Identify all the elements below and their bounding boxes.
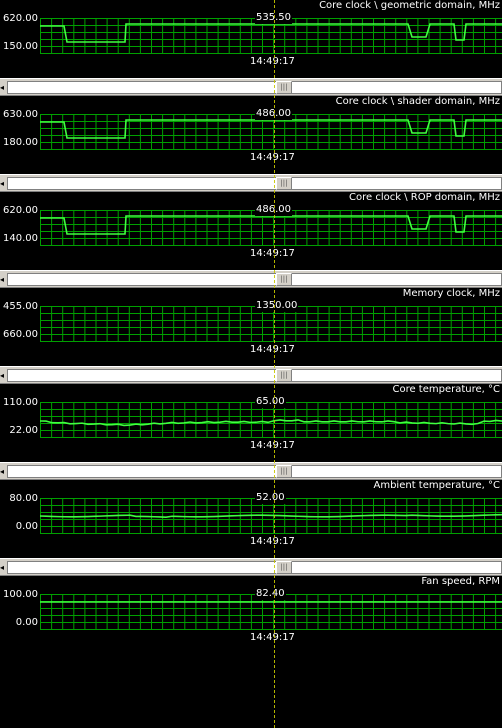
scroll-left-arrow-icon[interactable]: ◂: [0, 275, 5, 284]
value-trace: [40, 215, 502, 235]
graph-panel: Memory clock, MHz 455.00 660.00 1350.00 14:4…: [0, 288, 502, 366]
graph-plot: [40, 114, 502, 150]
graph-plot: [40, 594, 502, 630]
graph-plot: [40, 210, 502, 246]
current-value-label: 52.00: [255, 492, 286, 504]
y-min-label: 140.00: [3, 233, 38, 244]
y-max-label: 620.00: [3, 205, 38, 216]
y-max-label: 100.00: [3, 589, 38, 600]
graph-panel: Core clock \ ROP domain, MHz 620.00 140.00…: [0, 192, 502, 270]
current-value-label: 65.00: [255, 396, 286, 408]
value-trace: [40, 119, 502, 139]
horizontal-scrollbar[interactable]: ◂ |||: [0, 558, 502, 576]
scrollbar-track[interactable]: [7, 465, 502, 478]
scrollbar-track[interactable]: [7, 561, 502, 574]
y-max-label: 620.00: [3, 13, 38, 24]
y-max-label: 455.00: [3, 301, 38, 312]
current-value-label: 82.40: [255, 588, 286, 600]
value-trace: [40, 513, 502, 519]
plot-background: [40, 594, 502, 630]
graph-panel: Core clock \ geometric domain, MHz 620.00…: [0, 0, 502, 78]
graph-title: Memory clock, MHz: [402, 288, 500, 299]
graph-plot: [40, 402, 502, 438]
timestamp-label: 14:49:17: [250, 56, 295, 67]
horizontal-scrollbar[interactable]: ◂ |||: [0, 366, 502, 384]
horizontal-scrollbar[interactable]: ◂ |||: [0, 462, 502, 480]
timestamp-label: 14:49:17: [250, 632, 295, 643]
y-min-label: 180.00: [3, 137, 38, 148]
scrollbar-thumb[interactable]: |||: [276, 177, 292, 190]
scroll-left-arrow-icon[interactable]: ◂: [0, 467, 5, 476]
timestamp-label: 14:49:17: [250, 248, 295, 259]
scroll-left-arrow-icon[interactable]: ◂: [0, 179, 5, 188]
graph-panel: Fan speed, RPM 100.00 0.00 82.40 14:49:17: [0, 576, 502, 654]
timestamp-label: 14:49:17: [250, 536, 295, 547]
timestamp-label: 14:49:17: [250, 152, 295, 163]
graph-title: Ambient temperature, °C: [373, 480, 501, 491]
plot-background: [40, 306, 502, 342]
scrollbar-track[interactable]: [7, 81, 502, 94]
graph-plot: [40, 306, 502, 342]
scrollbar-thumb[interactable]: |||: [276, 273, 292, 286]
timestamp-label: 14:49:17: [250, 344, 295, 355]
current-value-label: 535.50: [255, 12, 292, 24]
y-min-label: 22.00: [9, 425, 38, 436]
y-max-label: 80.00: [9, 493, 38, 504]
scrollbar-thumb[interactable]: |||: [276, 465, 292, 478]
graph-title: Core temperature, °C: [392, 384, 500, 395]
scroll-left-arrow-icon[interactable]: ◂: [0, 83, 5, 92]
scrollbar-thumb[interactable]: |||: [276, 81, 292, 94]
horizontal-scrollbar[interactable]: ◂ |||: [0, 174, 502, 192]
timestamp-label: 14:49:17: [250, 440, 295, 451]
horizontal-scrollbar[interactable]: ◂ |||: [0, 270, 502, 288]
graph-title: Core clock \ geometric domain, MHz: [319, 0, 500, 11]
graph-panel: Core clock \ shader domain, MHz 630.00 180…: [0, 96, 502, 174]
horizontal-scrollbar[interactable]: ◂ |||: [0, 78, 502, 96]
y-min-label: 660.00: [3, 329, 38, 340]
graph-panel: Core temperature, °C 110.00 22.00 65.00 14:4…: [0, 384, 502, 462]
plot-background: [40, 402, 502, 438]
scrollbar-track[interactable]: [7, 177, 502, 190]
value-trace: [40, 23, 502, 43]
value-trace: [40, 419, 502, 427]
y-min-label: 150.00: [3, 41, 38, 52]
current-value-label: 1350.00: [255, 300, 299, 312]
scrollbar-track[interactable]: [7, 273, 502, 286]
y-min-label: 0.00: [15, 521, 38, 532]
scroll-left-arrow-icon[interactable]: ◂: [0, 371, 5, 380]
graph-title: Core clock \ ROP domain, MHz: [349, 192, 500, 203]
graph-plot: [40, 18, 502, 54]
monitor-window: Core clock \ geometric domain, MHz 620.00…: [0, 0, 502, 654]
y-max-label: 630.00: [3, 109, 38, 120]
scroll-left-arrow-icon[interactable]: ◂: [0, 563, 5, 572]
scrollbar-thumb[interactable]: |||: [276, 369, 292, 382]
scrollbar-track[interactable]: [7, 369, 502, 382]
current-value-label: 486.00: [255, 204, 292, 216]
graph-panel: Ambient temperature, °C 80.00 0.00 52.00 14:…: [0, 480, 502, 558]
y-max-label: 110.00: [3, 397, 38, 408]
scrollbar-thumb[interactable]: |||: [276, 561, 292, 574]
current-value-label: 486.00: [255, 108, 292, 120]
graph-title: Fan speed, RPM: [421, 576, 500, 587]
graph-title: Core clock \ shader domain, MHz: [335, 96, 500, 107]
y-min-label: 0.00: [15, 617, 38, 628]
